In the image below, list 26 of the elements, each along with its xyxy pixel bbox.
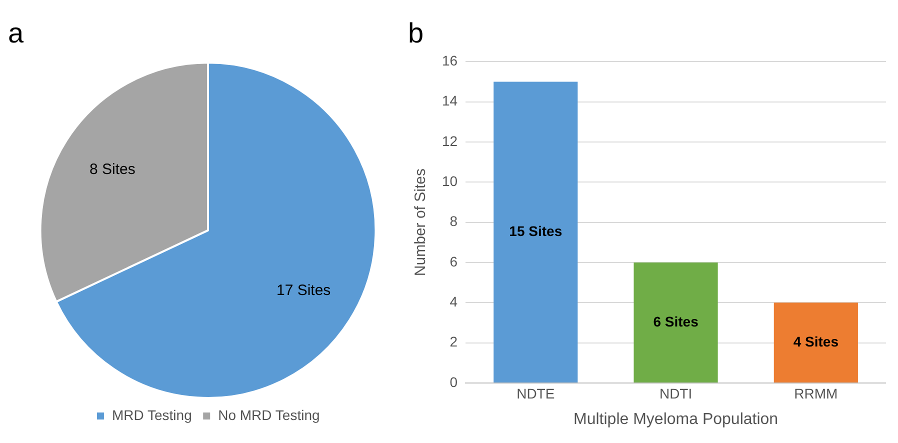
data-label: 17 Sites bbox=[276, 282, 331, 300]
chart-title: a bbox=[8, 18, 24, 49]
legend-label: No MRD Testing bbox=[218, 406, 320, 423]
bar bbox=[494, 82, 578, 382]
y-tick-label: 10 bbox=[442, 172, 458, 189]
y-tick-label: 6 bbox=[450, 253, 458, 270]
y-tick-label: 4 bbox=[450, 294, 458, 310]
data-label: 4 Sites bbox=[793, 333, 839, 350]
chart-title: b bbox=[408, 18, 424, 49]
x-tick-label: NDTE bbox=[516, 385, 555, 402]
y-tick-label: 12 bbox=[442, 132, 458, 149]
bar bbox=[634, 262, 718, 382]
x-axis-title: Multiple Myeloma Population bbox=[574, 410, 778, 428]
bar bbox=[774, 302, 858, 382]
y-tick-label: 16 bbox=[442, 52, 458, 68]
data-label: 15 Sites bbox=[509, 222, 562, 239]
y-tick-label: 8 bbox=[450, 213, 458, 230]
x-tick-label: RRMM bbox=[794, 385, 838, 402]
y-axis-title: Number of Sites bbox=[412, 168, 430, 276]
data-label: 6 Sites bbox=[653, 313, 699, 330]
y-tick-label: 14 bbox=[442, 92, 458, 109]
y-tick-label: 2 bbox=[450, 334, 458, 350]
x-tick-label: NDTI bbox=[659, 385, 692, 402]
y-tick-label: 0 bbox=[450, 374, 458, 390]
legend-label: MRD Testing bbox=[112, 406, 192, 423]
data-label: 8 Sites bbox=[89, 160, 136, 178]
